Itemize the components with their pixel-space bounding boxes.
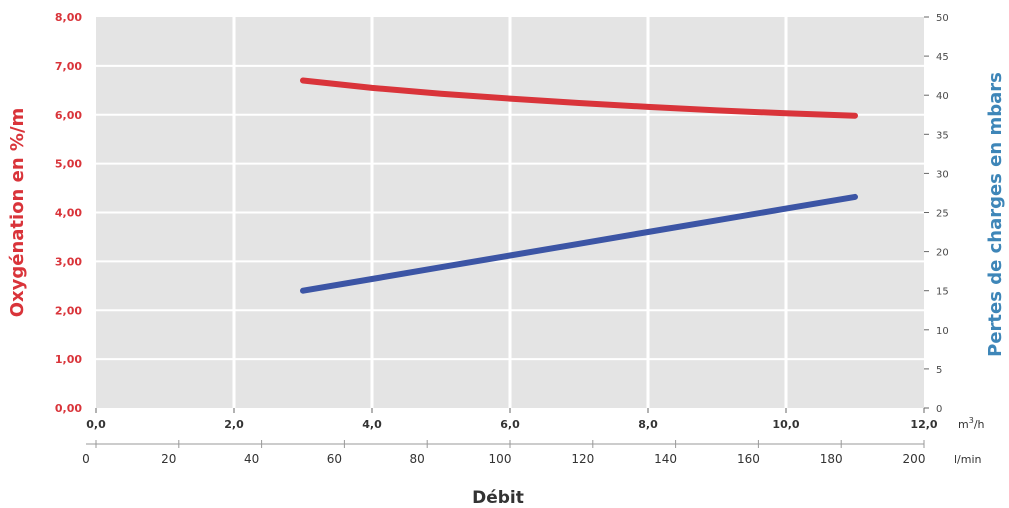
- x-primary-unit-label: m3/h: [958, 416, 985, 431]
- y-right-tick-label: 50: [936, 13, 949, 24]
- y-right-tick-label: 10: [936, 326, 949, 337]
- y-left-tick-label: 8,00: [55, 11, 82, 24]
- x-primary-tick-label: 4,0: [362, 418, 382, 431]
- x-primary-tick-label: 12,0: [910, 418, 937, 431]
- x-secondary-tick-label: 140: [654, 452, 677, 466]
- y-left-tick-label: 1,00: [55, 353, 82, 366]
- y-right-tick-label: 45: [936, 52, 949, 63]
- y-left-tick-label: 0,00: [55, 402, 82, 415]
- x-primary-tick-label: 0,0: [86, 418, 106, 431]
- series-line-pressure-loss: [300, 193, 858, 294]
- x-secondary-tick-label: 180: [820, 452, 843, 466]
- x-primary-tick-label: 2,0: [224, 418, 244, 431]
- x-primary-tick-label: 10,0: [772, 418, 799, 431]
- y-left-tick-label: 7,00: [55, 60, 82, 73]
- x-primary-tick-label: 8,0: [638, 418, 658, 431]
- x-secondary-tick-label: 100: [489, 452, 512, 466]
- left-axis-ticks: 0,00 1,00 2,00 3,00 4,00 5,00 6,00 7,00 8,00: [55, 11, 82, 415]
- x-secondary-tick-label: 0: [82, 452, 90, 466]
- x-axis-title: Débit: [472, 488, 524, 508]
- y-right-tick-label: 20: [936, 248, 949, 259]
- right-axis-ticks: 0 5 10 15 20 25 30 35 40 45 50: [924, 13, 949, 415]
- x-secondary-tick-label: 200: [903, 452, 926, 466]
- x-secondary-unit-label: l/min: [954, 453, 982, 466]
- x-secondary-tick-label: 160: [737, 452, 760, 466]
- y-right-tick-label: 25: [936, 209, 949, 220]
- y-left-tick-label: 5,00: [55, 158, 82, 171]
- y-right-tick-label: 0: [936, 404, 942, 415]
- x-secondary-tick-label: 60: [327, 452, 342, 466]
- x-secondary-tick-label: 40: [244, 452, 259, 466]
- series-lines: [300, 77, 858, 294]
- y-right-tick-label: 5: [936, 365, 942, 376]
- y-left-tick-label: 2,00: [55, 304, 82, 317]
- y-right-tick-label: 35: [936, 130, 949, 141]
- y-right-tick-label: 15: [936, 287, 949, 298]
- bottom-axis-secondary-ticks: 0 20 40 60 80 100 120 140 160 180 200: [82, 440, 925, 466]
- y-right-axis-title: Pertes de charges en mbars: [985, 72, 1006, 357]
- y-left-axis-title: Oxygénation en %/m: [7, 108, 28, 318]
- bottom-axis-primary-ticks: 0,0 2,0 4,0 6,0 8,0 10,0 12,0: [86, 408, 938, 431]
- y-left-tick-label: 3,00: [55, 255, 82, 268]
- y-left-tick-label: 6,00: [55, 109, 82, 122]
- y-left-tick-label: 4,00: [55, 207, 82, 220]
- x-secondary-tick-label: 80: [410, 452, 425, 466]
- x-primary-tick-label: 6,0: [500, 418, 520, 431]
- y-right-tick-label: 40: [936, 91, 949, 102]
- x-secondary-tick-label: 120: [571, 452, 594, 466]
- y-right-tick-label: 30: [936, 169, 949, 180]
- x-secondary-tick-label: 20: [161, 452, 176, 466]
- series-line-oxygenation: [300, 77, 858, 119]
